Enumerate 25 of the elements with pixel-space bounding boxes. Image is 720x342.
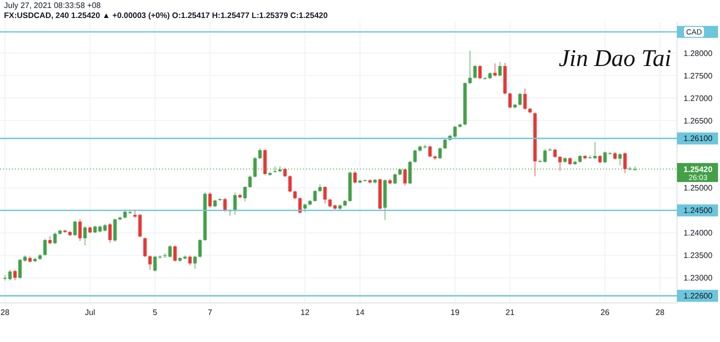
- x-tick-label: 19: [450, 308, 460, 317]
- y-tick-label: 1.28000: [684, 48, 714, 58]
- chart-subtitle: July 27, 2021 08:33:58 +08: [4, 1, 102, 10]
- x-tick-label: 21: [506, 308, 515, 317]
- x-tick-label: 26: [600, 308, 610, 317]
- ref-line-label: 1.26100: [684, 134, 714, 144]
- y-tick-label: 1.23000: [684, 274, 714, 283]
- x-tick-label: 28: [0, 308, 10, 317]
- x-tick-label: 14: [356, 308, 365, 317]
- y-tick-label: 1.27500: [684, 71, 714, 80]
- y-tick-label: 1.26500: [684, 116, 714, 126]
- ref-line-label: 1.24500: [684, 206, 714, 216]
- ref-line-label: 1.25420: [684, 164, 714, 174]
- y-tick-label: 1.27000: [684, 94, 714, 103]
- y-tick-label: 1.25000: [684, 184, 714, 193]
- x-tick-label: Jul: [84, 308, 96, 317]
- x-tick-label: 7: [208, 308, 213, 317]
- x-tick-label: 12: [300, 308, 310, 317]
- ref-line-label: 1.22600: [684, 292, 714, 301]
- chart-title: FX:USDCAD, 240 1.25420 ▲ +0.00003 (+0%) O:1.25417 H:1.25477 L:1.25379 C:1.25420: [4, 11, 328, 20]
- annotation: Jin Dao Tai: [558, 46, 672, 72]
- y-tick-label: 1.23500: [684, 251, 714, 260]
- x-tick-label: 5: [152, 308, 158, 317]
- x-tick-label: 28: [656, 308, 665, 317]
- y-tick-label: 1.24000: [684, 228, 714, 238]
